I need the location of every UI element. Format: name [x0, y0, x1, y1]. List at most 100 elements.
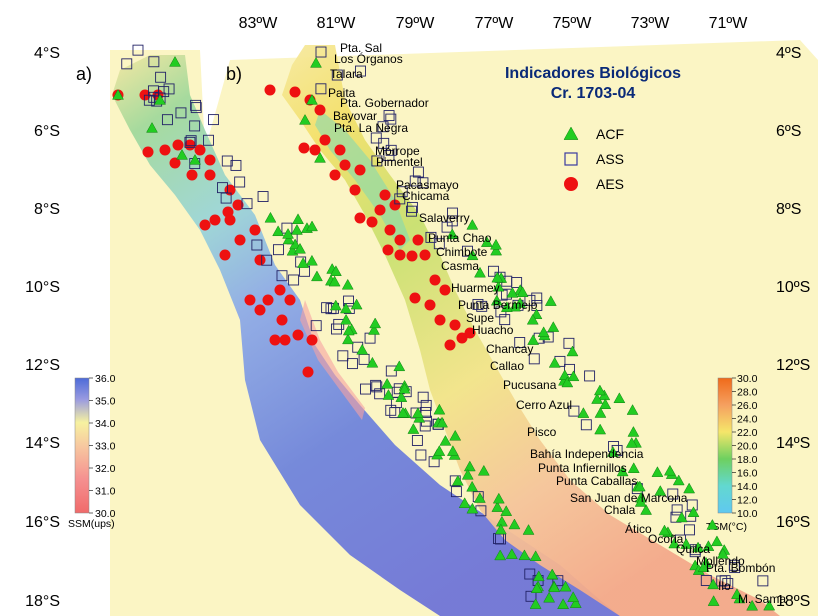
latitude-label-left: 4°S: [34, 45, 60, 62]
place-label: Mollendo: [696, 554, 745, 568]
acf-marker: [616, 465, 629, 477]
ass-marker: [175, 107, 187, 119]
ass-marker: [476, 300, 488, 312]
acf-marker: [707, 595, 720, 606]
aes-marker: [434, 314, 446, 326]
ass-marker: [441, 221, 453, 233]
aes-marker: [262, 294, 274, 306]
acf-marker: [342, 324, 355, 336]
acf-marker: [547, 321, 560, 332]
ass-marker: [184, 136, 196, 148]
tsm-tick-label: 28.0: [737, 387, 758, 399]
ass-marker: [552, 575, 564, 587]
acf-marker: [477, 464, 490, 476]
place-label: Bayovar: [333, 109, 377, 123]
aes-marker: [224, 214, 236, 226]
ssm-tick-label: 31.0: [95, 486, 116, 498]
aes-marker: [349, 184, 361, 196]
ass-marker: [472, 298, 484, 310]
place-label: Pta. Sal: [340, 41, 382, 55]
acf-marker: [341, 278, 354, 290]
aes-marker: [394, 249, 406, 261]
tsm-tick-label: 24.0: [737, 414, 758, 426]
acf-marker: [702, 540, 715, 551]
ass-marker: [241, 198, 253, 210]
acf-marker: [544, 295, 557, 306]
ass-marker: [409, 175, 421, 187]
place-label: Ático: [625, 521, 652, 536]
place-label: Chala: [604, 503, 636, 517]
latitude-labels-right: 4ºS 6ºS 8ºS 10ºS 12ºS 14ºS 16ºS 18ºS: [776, 45, 810, 610]
aes-marker: [382, 244, 394, 256]
place-label: Punta Caballas: [556, 474, 637, 488]
acf-marker: [340, 302, 352, 314]
ass-marker: [514, 337, 526, 348]
longitude-label: 81ºW: [317, 15, 357, 32]
acf-marker: [314, 151, 326, 163]
panel-a-coast-patch: [300, 300, 365, 420]
ass-marker: [230, 159, 242, 171]
acf-marker: [627, 462, 640, 473]
aes-marker: [449, 319, 461, 331]
acf-marker: [492, 492, 505, 504]
ass-marker: [371, 381, 383, 393]
aes-marker: [186, 169, 198, 181]
acf-marker: [505, 548, 518, 559]
acf-marker: [306, 220, 318, 232]
place-label: Mórrope: [375, 144, 420, 158]
acf-marker: [189, 153, 201, 165]
acf-marker: [282, 233, 295, 245]
place-label: Chancay: [486, 342, 533, 356]
acf-marker: [342, 333, 354, 345]
place-label: M. Sama: [738, 592, 786, 606]
acf-marker: [530, 582, 543, 593]
acf-marker: [350, 298, 363, 310]
acf-marker: [466, 502, 479, 514]
aes-marker: [354, 212, 366, 224]
aes-marker: [264, 84, 276, 96]
aes-marker: [366, 216, 378, 228]
place-label: Punta Chao: [428, 231, 492, 245]
acf-marker: [461, 468, 474, 480]
ass-marker: [415, 449, 427, 461]
legend-label: ASS: [596, 151, 624, 167]
acf-marker: [411, 407, 424, 418]
tsm-tick-label: 10.0: [737, 508, 758, 520]
acf-marker: [683, 482, 696, 494]
aes-marker: [142, 146, 154, 158]
aes-marker: [464, 327, 476, 339]
aes-marker: [279, 334, 291, 346]
acf-marker: [449, 429, 462, 441]
acf-marker: [559, 580, 572, 592]
ass-marker: [524, 294, 536, 306]
ass-marker: [374, 388, 386, 400]
acf-marker: [706, 518, 719, 530]
latitude-label-right: 14ºS: [776, 435, 810, 452]
acf-marker: [366, 356, 379, 368]
acf-marker: [606, 446, 619, 457]
aes-marker: [334, 144, 346, 156]
latitude-label-left: 10°S: [25, 279, 60, 296]
tsm-tick-label: 12.0: [737, 495, 758, 507]
acf-marker: [543, 591, 556, 603]
aes-marker: [314, 104, 326, 116]
acf-marker: [310, 56, 322, 68]
ass-marker: [716, 575, 728, 587]
acf-marker: [548, 356, 561, 368]
acf-marker: [169, 55, 181, 67]
acf-marker: [567, 370, 580, 382]
ass-marker: [221, 155, 233, 167]
ass-marker: [531, 292, 543, 304]
aes-marker: [276, 314, 288, 326]
acf-marker: [264, 211, 277, 223]
place-label: Talara: [330, 67, 363, 81]
ass-marker: [343, 295, 354, 307]
acf-marker: [500, 301, 513, 312]
latitude-label-right: 8ºS: [776, 201, 801, 218]
ass-marker: [406, 205, 417, 217]
ass-marker: [143, 94, 155, 106]
latitude-label-left: 18°S: [25, 593, 60, 610]
acf-marker: [474, 266, 486, 278]
ass-marker: [563, 337, 575, 349]
